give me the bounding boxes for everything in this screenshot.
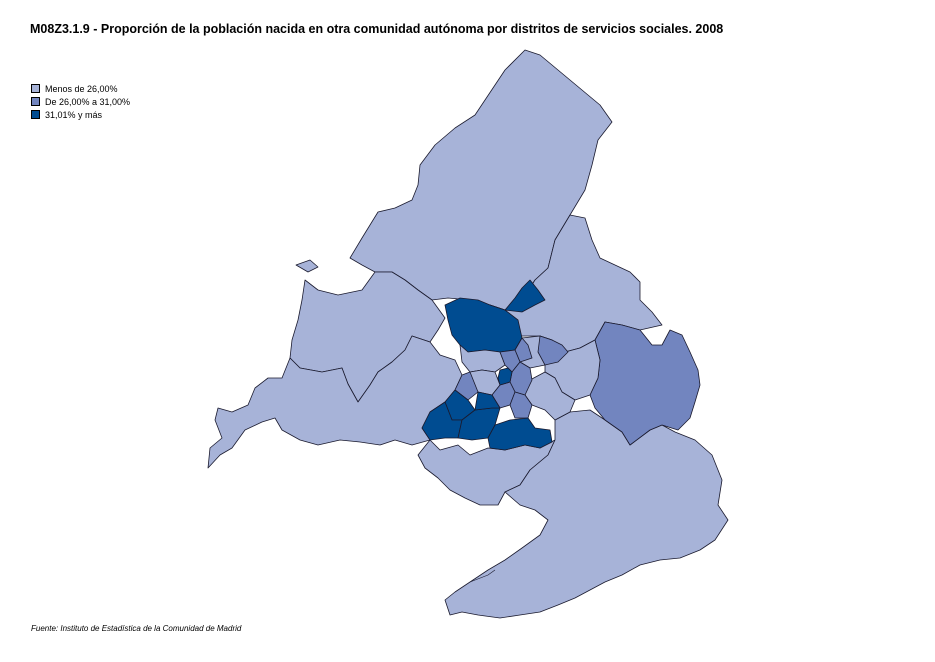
legend-swatch-high	[31, 110, 40, 119]
district-high-center[interactable]	[497, 367, 513, 386]
source-note: Fuente: Instituto de Estadística de la C…	[31, 624, 242, 633]
region-islet[interactable]	[295, 259, 319, 273]
district-high-south-2[interactable]	[487, 417, 553, 451]
legend-item-high: 31,01% y más	[31, 108, 130, 121]
legend-swatch-low	[31, 84, 40, 93]
legend-swatch-mid	[31, 97, 40, 106]
region-southeast[interactable]	[444, 409, 729, 619]
district-mid-5[interactable]	[454, 371, 479, 401]
district-mid-1[interactable]	[514, 337, 533, 363]
map-title: M08Z3.1.9 - Proporción de la población n…	[30, 22, 724, 36]
legend-item-mid: De 26,00% a 31,00%	[31, 95, 130, 108]
legend-label-mid: De 26,00% a 31,00%	[45, 96, 131, 107]
region-northeast-arm[interactable]	[504, 279, 546, 313]
district-mid-2[interactable]	[537, 335, 569, 366]
district-central-1[interactable]	[459, 344, 506, 373]
legend: Menos de 26,00% De 26,00% a 31,00% 31,01…	[31, 82, 130, 121]
district-high-south-3[interactable]	[474, 391, 501, 411]
river-detail	[469, 569, 496, 583]
region-southwest[interactable]	[207, 335, 463, 469]
legend-label-high: 31,01% y más	[45, 109, 103, 120]
legend-item-low: Menos de 26,00%	[31, 82, 130, 95]
legend-label-low: Menos de 26,00%	[45, 83, 118, 94]
district-mid-7[interactable]	[509, 391, 533, 419]
